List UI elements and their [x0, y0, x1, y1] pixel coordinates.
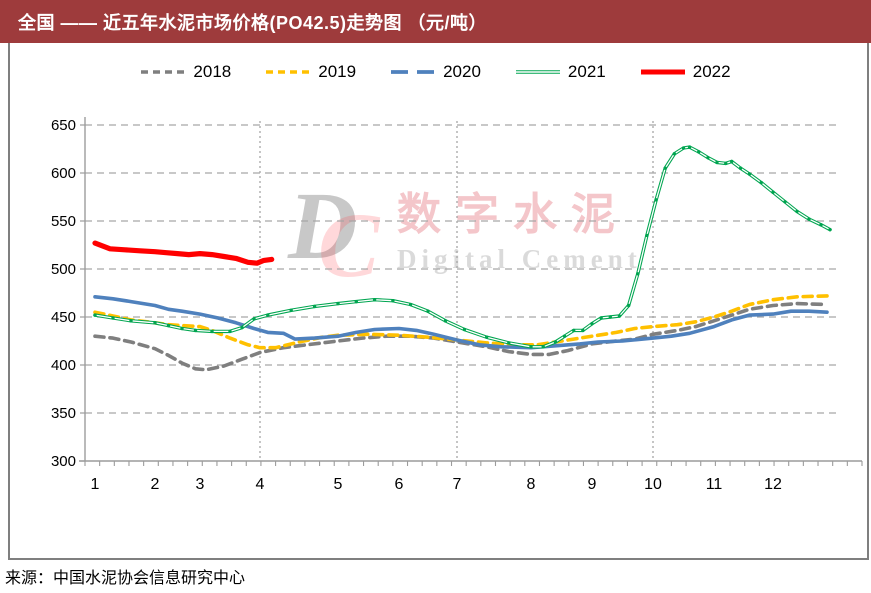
- legend-label-2022: 2022: [692, 62, 731, 81]
- svg-text:8: 8: [527, 476, 536, 493]
- svg-text:450: 450: [51, 309, 76, 326]
- legend-label-2020: 2020: [443, 62, 481, 81]
- legend-item-2020: 2020: [390, 62, 481, 82]
- svg-text:2: 2: [151, 476, 160, 493]
- legend-label-2019: 2019: [318, 62, 357, 81]
- svg-text:500: 500: [51, 261, 76, 278]
- source-note: 来源：中国水泥协会信息研究中心: [5, 570, 246, 587]
- svg-text:1: 1: [91, 476, 100, 493]
- svg-text:4: 4: [256, 476, 265, 493]
- watermark-chinese: 数字水泥: [397, 190, 629, 239]
- svg-text:300: 300: [51, 453, 76, 470]
- svg-text:12: 12: [764, 476, 782, 493]
- svg-text:10: 10: [644, 476, 662, 493]
- svg-text:400: 400: [51, 357, 76, 374]
- legend-swatch-2018: [141, 70, 186, 74]
- svg-text:6: 6: [395, 476, 404, 493]
- svg-text:650: 650: [51, 117, 76, 134]
- legend-item-2018: 2018: [140, 62, 231, 82]
- legend-label-2018: 2018: [193, 62, 232, 81]
- legend-swatch-2019: [266, 70, 311, 74]
- title-bar: 全国 —— 近五年水泥市场价格(PO42.5)走势图 （元/吨）: [0, 0, 871, 43]
- legend-label-2021: 2021: [567, 62, 606, 81]
- watermark-letter-c: C: [318, 194, 380, 296]
- legend: 2018 2019 2020 2021 2022: [0, 62, 871, 82]
- svg-text:550: 550: [51, 213, 76, 230]
- chart-title: 全国 —— 近五年水泥市场价格(PO42.5)走势图 （元/吨）: [18, 12, 488, 33]
- svg-text:9: 9: [588, 476, 597, 493]
- legend-swatch-2022: [640, 69, 685, 75]
- legend-swatch-2020: [391, 70, 436, 74]
- svg-text:350: 350: [51, 405, 76, 422]
- legend-item-2019: 2019: [265, 62, 356, 82]
- svg-text:7: 7: [453, 476, 462, 493]
- legend-swatch-2021: [515, 70, 560, 74]
- svg-text:5: 5: [334, 476, 343, 493]
- svg-text:3: 3: [196, 476, 205, 493]
- watermark-letter-d: D: [288, 172, 358, 279]
- svg-text:11: 11: [706, 476, 723, 493]
- svg-text:600: 600: [51, 165, 76, 182]
- chart-frame: [8, 43, 869, 560]
- legend-item-2021: 2021: [515, 62, 606, 82]
- watermark-dc-logo: D C: [288, 172, 383, 296]
- legend-item-2022: 2022: [640, 62, 731, 82]
